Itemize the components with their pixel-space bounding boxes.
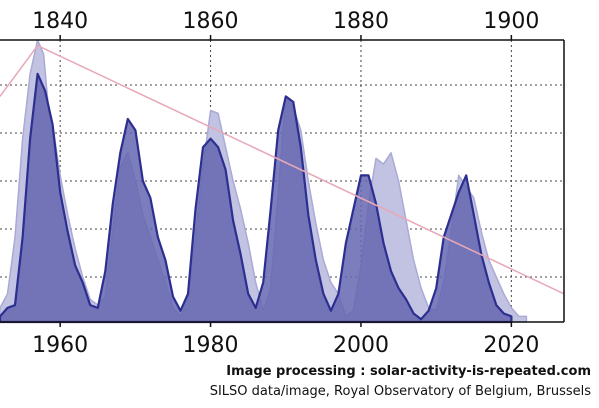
bottom-tick-label-1980: 1980	[183, 333, 239, 358]
top-tick-label-1880: 1880	[333, 9, 389, 34]
series-area-bottom	[0, 72, 513, 324]
credit-image-processing: Image processing : solar-activity-is-rep…	[226, 364, 591, 379]
top-tick-label-1860: 1860	[183, 9, 239, 34]
credit-silso-data: SILSO data/image, Royal Observatory of B…	[209, 384, 591, 399]
trend-line	[0, 44, 565, 295]
top-tick-label-1900: 1900	[483, 9, 539, 34]
top-tick-label-1840: 1840	[32, 9, 88, 34]
bottom-tick-label-1960: 1960	[32, 333, 88, 358]
bottom-tick-label-2020: 2020	[483, 333, 539, 358]
bottom-tick-label-2000: 2000	[333, 333, 389, 358]
